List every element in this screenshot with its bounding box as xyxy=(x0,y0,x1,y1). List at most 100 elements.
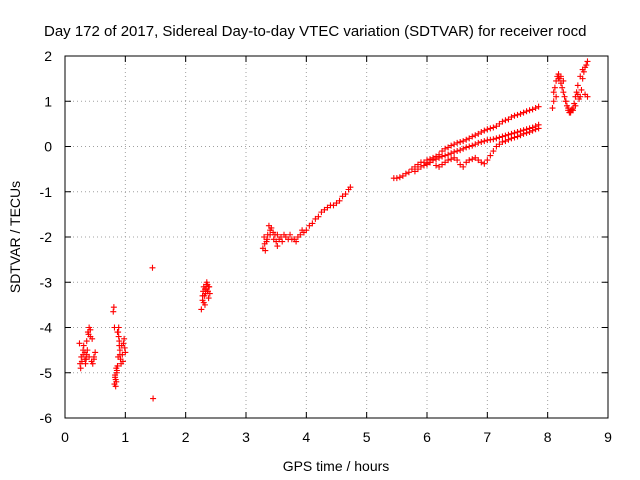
data-point xyxy=(270,236,277,243)
data-point xyxy=(111,381,118,388)
data-point xyxy=(89,335,96,342)
x-axis-title: GPS time / hours xyxy=(283,458,390,474)
data-point xyxy=(493,123,500,130)
data-point xyxy=(481,160,488,167)
data-point xyxy=(448,142,455,149)
data-point xyxy=(112,372,119,379)
data-point xyxy=(584,93,591,100)
x-tick-label: 9 xyxy=(604,429,612,445)
data-point xyxy=(523,108,530,115)
data-point xyxy=(490,148,497,155)
data-point xyxy=(490,136,497,143)
data-point xyxy=(475,157,482,164)
data-point xyxy=(315,213,322,220)
x-tick-label: 1 xyxy=(121,429,129,445)
axis-ticks xyxy=(64,55,609,419)
data-point xyxy=(553,93,560,100)
data-point xyxy=(436,154,443,161)
data-point xyxy=(442,152,449,159)
data-point xyxy=(77,365,84,372)
data-point xyxy=(78,353,85,360)
data-point xyxy=(393,175,400,182)
data-point xyxy=(457,147,464,154)
x-tick-label: 2 xyxy=(182,429,190,445)
data-point xyxy=(484,126,491,133)
data-point xyxy=(445,157,452,164)
data-point xyxy=(427,159,434,166)
data-point xyxy=(475,139,482,146)
data-point xyxy=(405,169,412,176)
data-point xyxy=(520,130,527,137)
data-point xyxy=(460,163,467,170)
data-point xyxy=(570,107,577,114)
data-point xyxy=(448,150,455,157)
data-point xyxy=(306,222,313,229)
data-point xyxy=(551,84,558,91)
data-point xyxy=(439,148,446,155)
data-point xyxy=(87,326,94,333)
data-point xyxy=(199,292,206,299)
y-tick-label: 0 xyxy=(44,139,52,155)
data-point xyxy=(448,156,455,163)
data-point xyxy=(577,93,584,100)
data-point xyxy=(532,126,539,133)
data-point xyxy=(469,142,476,149)
x-tick-label: 0 xyxy=(61,429,69,445)
data-point xyxy=(287,231,294,238)
grid xyxy=(65,56,608,418)
data-point xyxy=(86,353,93,360)
data-point xyxy=(523,129,530,136)
data-point xyxy=(584,58,591,65)
data-point xyxy=(561,93,568,100)
y-tick-label: -4 xyxy=(40,320,53,336)
data-point xyxy=(442,145,449,152)
data-point xyxy=(321,206,328,213)
data-point xyxy=(578,86,585,93)
data-point xyxy=(113,365,120,372)
data-point xyxy=(579,66,586,73)
y-tick-label: -3 xyxy=(40,274,53,290)
data-point xyxy=(508,114,515,121)
data-point xyxy=(297,231,304,238)
data-point xyxy=(496,120,503,127)
data-point xyxy=(198,306,205,313)
y-tick-label: -5 xyxy=(40,365,53,381)
data-point xyxy=(526,129,533,136)
data-point xyxy=(85,331,92,338)
data-point xyxy=(499,138,506,145)
data-point xyxy=(424,161,430,168)
x-tick-label: 5 xyxy=(363,429,371,445)
data-point xyxy=(411,168,418,175)
data-point xyxy=(110,304,117,311)
data-point xyxy=(120,340,127,347)
data-point xyxy=(490,124,497,131)
data-point xyxy=(560,89,567,96)
data-point xyxy=(529,127,536,134)
data-point xyxy=(454,139,461,146)
data-point xyxy=(574,82,581,89)
data-point xyxy=(487,152,494,159)
data-point xyxy=(508,135,515,142)
y-tick-label: -2 xyxy=(40,229,53,245)
data-point xyxy=(76,340,83,347)
data-point xyxy=(502,117,509,124)
data-point xyxy=(466,135,473,142)
data-point xyxy=(472,141,479,148)
data-point xyxy=(535,103,542,110)
y-tick-label: -6 xyxy=(40,410,53,426)
data-point xyxy=(80,342,87,349)
data-point xyxy=(84,347,91,354)
data-point xyxy=(526,107,533,114)
data-point xyxy=(460,145,467,152)
data-point xyxy=(487,125,494,132)
data-point xyxy=(457,161,464,168)
data-point xyxy=(121,335,128,342)
data-point xyxy=(115,333,122,340)
data-point xyxy=(565,105,572,112)
data-point xyxy=(204,288,211,295)
data-point xyxy=(529,106,536,113)
data-point xyxy=(318,209,325,216)
data-point xyxy=(312,215,319,222)
data-point xyxy=(478,138,485,145)
